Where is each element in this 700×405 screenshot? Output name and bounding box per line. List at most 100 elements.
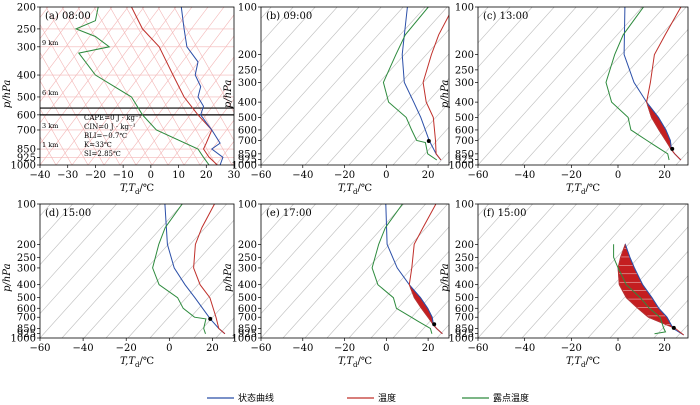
skew-isotherm xyxy=(478,7,621,165)
x-axis-label: T,Td/℃ xyxy=(120,183,154,196)
skew-isotherm xyxy=(653,299,688,338)
y-tick-label: 200 xyxy=(238,240,257,251)
skew-isotherm xyxy=(261,7,316,68)
y-tick-label: 200 xyxy=(17,3,36,14)
x-tick-label: −20 xyxy=(116,343,137,354)
x-tick-label: 0 xyxy=(148,170,154,181)
skew-isotherm xyxy=(40,7,97,82)
x-tick-label: −40 xyxy=(73,343,94,354)
y-tick-label: 925 xyxy=(17,153,36,164)
height-label: 3 km xyxy=(42,122,58,130)
series-line-dewpoint xyxy=(605,7,670,161)
skew-isotherm xyxy=(261,204,360,315)
y-tick-label: 500 xyxy=(238,113,257,124)
skew-isotherm xyxy=(348,53,449,165)
x-axis-label: T,Td/℃ xyxy=(120,356,154,369)
height-label: 9 km xyxy=(42,39,58,47)
skew-isotherm xyxy=(304,7,448,165)
y-axis-label: p/hPa xyxy=(2,263,13,291)
y-tick-label: 300 xyxy=(17,263,36,274)
y-tick-label: 1000 xyxy=(232,334,257,345)
skew-isotherm xyxy=(481,7,623,165)
y-tick-label: 600 xyxy=(17,110,36,121)
y-tick-label: 250 xyxy=(455,65,474,76)
dry-adiabat xyxy=(45,7,137,165)
y-tick-label: 700 xyxy=(17,313,36,324)
skew-isotherm xyxy=(370,77,449,165)
skew-isotherm xyxy=(282,7,426,165)
y-tick-label: 1000 xyxy=(232,161,257,172)
series-line-dewpoint xyxy=(74,7,210,165)
x-axis-label: T,Td/℃ xyxy=(566,356,600,369)
series-line-parcel xyxy=(623,7,682,161)
skew-isotherm xyxy=(40,7,129,124)
y-tick-label: 300 xyxy=(455,78,474,89)
skew-isotherm xyxy=(459,7,601,165)
skew-isotherm xyxy=(87,7,209,165)
skew-isotherm xyxy=(525,7,667,165)
skew-isotherm xyxy=(149,244,234,338)
skew-isotherm xyxy=(609,250,688,338)
skew-isotherm xyxy=(55,7,177,165)
skew-isotherm xyxy=(258,7,400,165)
dry-adiabat xyxy=(40,108,73,165)
panel-title: (e) 17:00 xyxy=(266,208,312,219)
skew-isotherm xyxy=(499,204,621,338)
plot-area xyxy=(261,204,624,338)
legend-label-dewpoint: 露点温度 xyxy=(493,392,529,404)
skew-isotherm xyxy=(40,7,81,61)
y-tick-label: 600 xyxy=(455,125,474,136)
index-text: SI=2.85℃ xyxy=(84,150,121,158)
y-tick-label: 400 xyxy=(238,280,257,291)
y-tick-label: 500 xyxy=(17,293,36,304)
dry-adiabat xyxy=(61,7,153,165)
skew-isotherm xyxy=(478,7,555,93)
skew-isotherm xyxy=(587,226,688,338)
y-tick-label: 1000 xyxy=(449,161,474,172)
y-tick-label: 250 xyxy=(17,24,36,35)
x-tick-label: −60 xyxy=(29,343,50,354)
lcl-marker xyxy=(426,139,431,144)
skew-isotherm xyxy=(119,14,234,165)
x-tick-label: −10 xyxy=(113,170,134,181)
skew-isotherm xyxy=(103,7,225,165)
legend: 状态曲线 温度 露点温度 xyxy=(207,392,529,404)
y-tick-label: 1000 xyxy=(449,334,474,345)
skew-isotherm xyxy=(503,204,624,338)
axes-frame xyxy=(260,203,450,339)
skew-isotherm xyxy=(236,7,378,165)
skew-isotherm xyxy=(543,7,687,165)
skew-isotherm xyxy=(653,126,688,165)
axes-frame xyxy=(260,6,450,166)
skew-isotherm xyxy=(478,7,599,142)
skew-isotherm xyxy=(167,77,234,165)
skew-isotherm xyxy=(40,7,145,145)
skew-isotherm xyxy=(478,204,533,266)
axes-frame xyxy=(39,6,235,166)
y-tick-label: 400 xyxy=(455,98,474,109)
skew-isotherm xyxy=(151,56,234,165)
index-text: BLI=−0.7℃ xyxy=(84,132,127,140)
x-tick-label: 20 xyxy=(658,343,671,354)
skew-isotherm xyxy=(499,7,643,165)
lcl-marker xyxy=(670,146,675,151)
plot-area xyxy=(236,7,688,165)
skew-isotherm xyxy=(40,204,95,266)
series-line-parcel xyxy=(180,7,224,165)
x-tick-label: −20 xyxy=(561,170,582,181)
y-tick-label: 925 xyxy=(455,155,474,166)
skew-isotherm xyxy=(478,204,555,290)
skew-isotherm xyxy=(261,7,404,165)
x-tick-label: 30 xyxy=(228,170,241,181)
series-line-temperature xyxy=(422,14,449,161)
x-tick-label: −40 xyxy=(514,343,535,354)
y-tick-label: 500 xyxy=(17,92,36,103)
series-line-dewpoint xyxy=(371,204,433,334)
skew-isotherm xyxy=(478,7,577,117)
y-tick-label: 100 xyxy=(455,200,474,211)
y-tick-label: 850 xyxy=(238,149,257,160)
skew-isotherm xyxy=(543,204,665,338)
y-tick-label: 850 xyxy=(17,324,36,335)
